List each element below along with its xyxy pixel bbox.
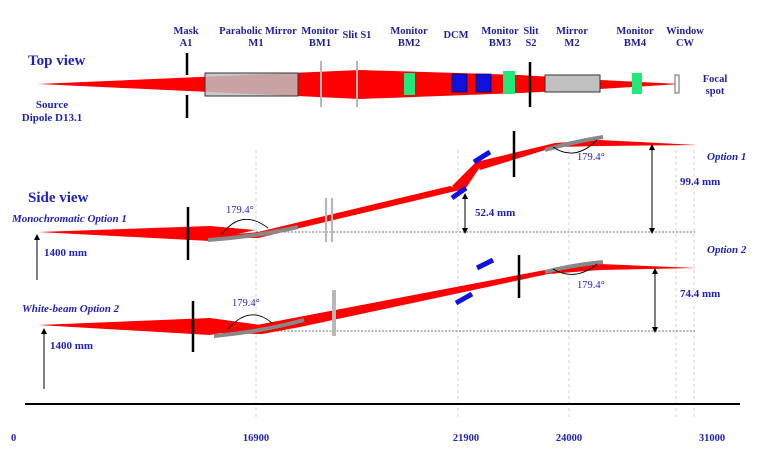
option1-m2-mirror [544,135,604,152]
top-parabolic-mirror [204,72,299,97]
option2-m2-angle-label: 179.4° [577,280,605,291]
top-dcm-crystal-2 [475,73,492,93]
option1-m1-angle-label: 179.4° [226,205,254,216]
focal-spot-label-1: Focal [703,74,728,85]
slit-s2-label-1: Slit [523,26,539,37]
bm2-label-1: Monitor [390,26,428,37]
axis-tick-16900: 16900 [243,433,269,444]
focal-spot-label-2: spot [706,86,725,97]
top-mirror-m2 [544,74,601,93]
bm2-label-2: BM2 [398,38,420,49]
option1-dcm-crystal-1 [450,185,468,201]
top-view-title: Top view [28,53,86,69]
option1-dcm-offset-label: 52.4 mm [475,207,515,219]
option2-beam-source [38,318,260,335]
option2-height-label: 1400 mm [50,340,93,352]
window-label-2: CW [676,38,695,49]
option1-beam-rise [210,186,460,238]
component-labels: Mask A1 Parabolic Mirror M1 Monitor BM1 … [173,26,704,49]
option2-dcm-crystal-1 [454,291,474,306]
source-label-1: Source [36,99,68,111]
option2-m2-mirror [544,260,604,274]
top-window-cw [674,74,680,94]
option2-dcm-crystal-2 [475,257,495,271]
top-bm4 [632,73,642,94]
option1-total-offset-label: 99.4 mm [680,176,720,188]
option1-m2-angle-arc [552,139,598,154]
option2-m2-angle-arc [552,263,598,275]
bm3-label-1: Monitor [481,26,519,37]
option1-beam-upper [476,140,697,170]
mask-label-2: A1 [180,38,193,49]
option1-m1-mirror [207,225,299,242]
option1-height-label: 1400 mm [44,247,87,259]
option1-dcm-crystal-2 [472,149,492,165]
parabolic-mirror-label-1: Parabolic Mirror [219,26,297,37]
top-dcm-crystal-1 [451,73,468,93]
option1-tag: Option 1 [707,151,746,163]
option2-tag: Option 2 [707,244,747,256]
option1-height-arrow-head [34,234,40,240]
option2-total-offset-head-up [652,268,658,274]
mirror-m2-label-1: Mirror [556,26,588,37]
option1-beam-source [38,226,255,241]
axis-tick-31000: 31000 [699,433,725,444]
top-view-beam [38,70,680,99]
option1-total-offset-head-up [649,144,655,150]
side-view-option-1: Side view Monochromatic Option 1 52.4 mm… [11,131,746,280]
option2-total-offset-label: 74.4 mm [680,288,720,300]
bm1-label-2: BM1 [309,38,331,49]
side-view-option-2: White-beam Option 2 179.4° 179.4° 74.4 m… [22,244,747,389]
top-bm3 [503,71,515,94]
option2-total-offset-head-down [652,327,658,333]
option2-height-arrow-head [41,328,47,334]
option2-m1-mirror [213,318,305,338]
option1-mode-label: Monochromatic Option 1 [11,213,127,225]
bm4-label-1: Monitor [616,26,654,37]
slit-s2-label-2: S2 [525,38,536,49]
axis-tick-24000: 24000 [556,433,582,444]
dcm-label: DCM [443,30,468,41]
bm3-label-2: BM3 [489,38,511,49]
option2-mode-label: White-beam Option 2 [22,303,120,315]
mirror-m2-label-2: M2 [564,38,579,49]
option1-dcm-offset-head-down [462,228,468,234]
bm1-label-1: Monitor [301,26,339,37]
top-view: Top view Source Dipole D13.1 Focal spot [22,53,728,124]
source-label-2: Dipole D13.1 [22,112,83,124]
top-bm2 [404,73,415,95]
option1-m1-angle-arc [221,219,269,235]
axis-tick-21900: 21900 [453,433,479,444]
option2-m1-angle-arc [227,314,273,330]
option1-beam-dcm [452,162,482,194]
axis-tick-0: 0 [11,433,16,444]
option1-dcm-offset-head-up [462,193,468,199]
parabolic-mirror-label-2: M1 [248,38,263,49]
bm4-label-2: BM4 [624,38,647,49]
window-label-1: Window [666,26,704,37]
slit-s1-label: Slit S1 [343,30,372,41]
floor-axis: 0 16900 21900 24000 31000 [11,403,740,444]
mask-label-1: Mask [173,26,198,37]
option2-m1-angle-label: 179.4° [232,298,260,309]
option1-total-offset-head-down [649,228,655,234]
option1-m2-angle-label: 179.4° [577,152,605,163]
side-view-title: Side view [28,190,89,206]
